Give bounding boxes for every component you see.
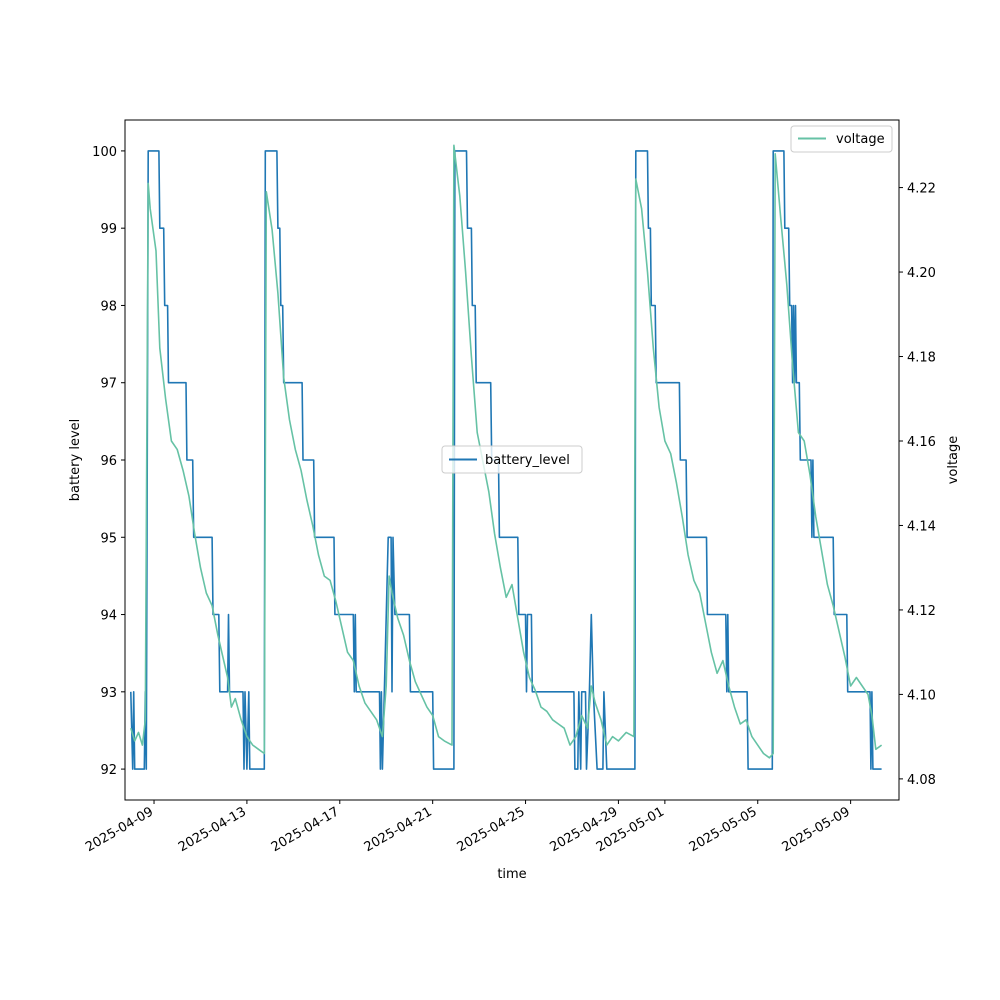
x-axis-title: time xyxy=(497,867,526,882)
y-left-tick-label: 95 xyxy=(100,531,117,546)
legend-voltage: voltage xyxy=(790,125,893,153)
legend-voltage-box xyxy=(790,125,893,153)
y-right-tick-label: 4.22 xyxy=(907,182,936,197)
y-left-tick-label: 96 xyxy=(100,454,117,469)
legend-battery-level-label: battery_level xyxy=(485,453,570,468)
y-right-tick-label: 4.18 xyxy=(907,351,936,366)
legend-voltage-label: voltage xyxy=(836,132,885,147)
y-left-tick-label: 94 xyxy=(100,609,117,624)
y-right-tick-label: 4.20 xyxy=(907,266,936,281)
y-left-tick-label: 98 xyxy=(100,299,117,314)
y-right-tick-label: 4.10 xyxy=(907,688,936,703)
legend-battery-level-box xyxy=(441,445,583,474)
y-right-tick-label: 4.14 xyxy=(907,519,936,534)
y-left-tick-label: 97 xyxy=(100,377,117,392)
y-right-tick-label: 4.16 xyxy=(907,435,936,450)
y-axis-left-title: battery level xyxy=(68,419,83,502)
y-left-tick-label: 92 xyxy=(100,763,117,778)
y-right-tick-label: 4.08 xyxy=(907,773,936,788)
y-left-tick-label: 99 xyxy=(100,222,117,237)
y-axis-right-title: voltage xyxy=(946,436,961,485)
y-left-tick-label: 93 xyxy=(100,686,117,701)
y-left-tick-label: 100 xyxy=(92,145,117,160)
series-line-voltage xyxy=(130,144,883,759)
legend-battery-level: battery_level xyxy=(441,445,583,474)
y-right-tick-label: 4.12 xyxy=(907,604,936,619)
